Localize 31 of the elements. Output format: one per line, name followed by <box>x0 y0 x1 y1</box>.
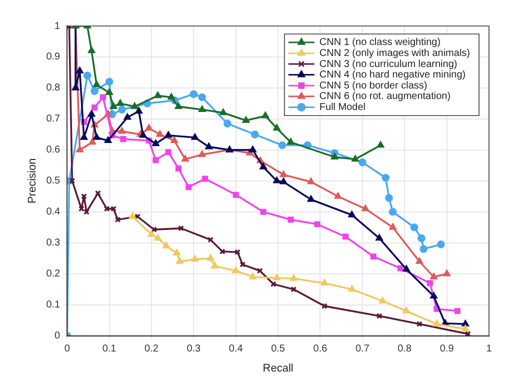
y-tick-label: 0.5 <box>46 176 61 187</box>
x-axis-title: Recall <box>262 362 294 374</box>
y-tick-label: 0.2 <box>46 268 61 280</box>
legend-label: CNN 1 (no class weighting) <box>319 37 441 48</box>
y-axis-title: Precision <box>26 158 39 204</box>
y-tick-label: 0.4 <box>46 206 61 218</box>
x-tick-label: 0.1 <box>102 344 117 355</box>
legend-label: CNN 6 (no rot. augmentation) <box>319 91 451 102</box>
legend-label: CNN 4 (no hard negative mining) <box>319 70 466 81</box>
x-tick-label: 0.2 <box>144 344 159 355</box>
y-tick-label: 0.9 <box>46 52 61 63</box>
legend-label: CNN 5 (no border class) <box>319 80 428 92</box>
x-tick-label: 0.3 <box>186 344 202 355</box>
legend-label: Full Model <box>319 102 366 113</box>
x-tick-label: 1 <box>486 344 492 355</box>
legend-label: CNN 3 (no curriculum learning) <box>319 58 458 70</box>
x-tick-label: 0.8 <box>398 344 412 355</box>
x-tick-label: 0 <box>64 344 70 355</box>
x-tick-label: 0.7 <box>355 344 370 355</box>
y-tick-label: 0.7 <box>46 114 61 125</box>
x-tick-label: 0.6 <box>313 344 328 355</box>
x-tick-label: 0.5 <box>271 344 286 355</box>
y-tick-label: 1 <box>54 20 61 32</box>
y-tick-label: 0.8 <box>46 82 61 94</box>
y-tick-label: 0 <box>54 330 61 342</box>
x-tick-label: 0.9 <box>440 344 454 355</box>
y-tick-label: 0.3 <box>46 238 61 249</box>
y-tick-label: 0.6 <box>46 144 61 156</box>
legend-label: CNN 2 (only images with animals) <box>319 48 470 59</box>
y-tick-label: 0.1 <box>46 300 61 311</box>
x-tick-label: 0.4 <box>228 344 244 355</box>
